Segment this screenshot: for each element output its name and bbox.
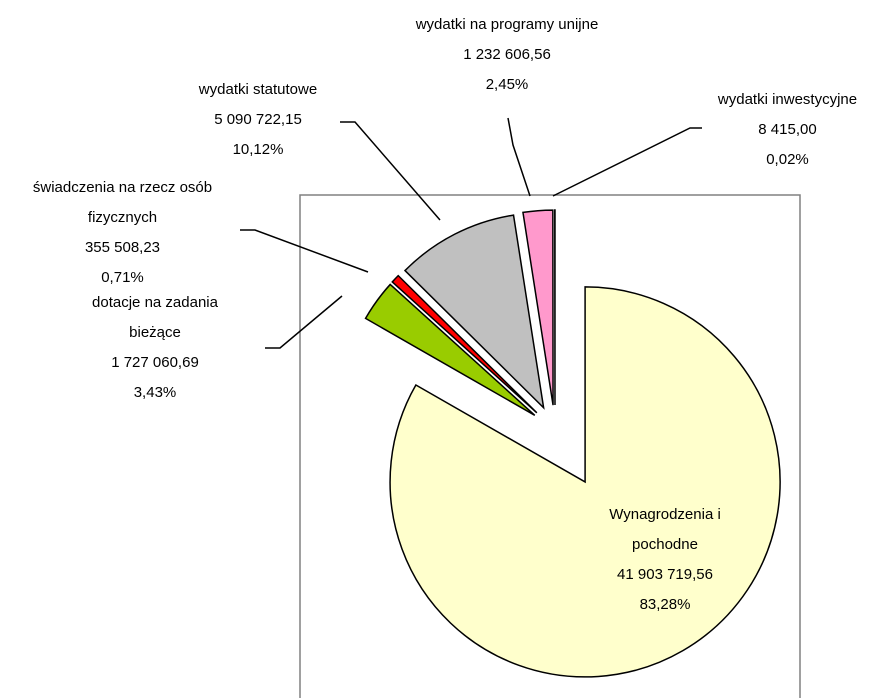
slice-label: wydatki inwestycyjne 8 415,00 0,02% [690, 85, 885, 175]
category-label: wydatki statutowe [198, 81, 318, 98]
slice-label: wydatki statutowe 5 090 722,15 10,12% [158, 75, 358, 165]
category-label: świadczenia na rzecz osób fizycznych [32, 179, 213, 226]
category-label: Wynagrodzenia i pochodne [609, 506, 721, 553]
value-label: 41 903 719,56 [617, 566, 713, 583]
leader-line [240, 229, 369, 273]
pie-slice [391, 274, 538, 414]
category-label: wydatki na programy unijne [415, 16, 599, 33]
percent-label: 83,28% [639, 596, 691, 613]
slice-label: świadczenia na rzecz osób fizycznych 355 … [0, 173, 245, 293]
percent-label: 10,12% [232, 141, 284, 158]
plot-frame [299, 194, 801, 698]
value-label: 8 415,00 [758, 121, 817, 138]
pie-slice [403, 214, 545, 410]
leader-line [507, 117, 531, 197]
leader-line [552, 127, 702, 197]
percent-label: 3,43% [133, 384, 177, 401]
pie-slice [389, 286, 781, 678]
percent-label: 0,71% [101, 269, 144, 286]
slice-label: wydatki na programy unijne 1 232 606,56 2,… [412, 10, 602, 100]
pie-slice [522, 209, 554, 406]
category-label: dotacje na zadania bieżące [92, 294, 218, 341]
leader-line [265, 295, 343, 349]
value-label: 355 508,23 [84, 239, 161, 256]
slice-label: Wynagrodzenia i pochodne 41 903 719,56 83,… [595, 500, 735, 620]
percent-label: 0,02% [766, 151, 809, 168]
value-label: 1 727 060,69 [111, 354, 199, 371]
leader-line [340, 121, 441, 221]
value-label: 1 232 606,56 [463, 46, 551, 63]
percent-label: 2,45% [485, 76, 529, 93]
category-label: wydatki inwestycyjne [717, 91, 858, 108]
pie-slice [364, 283, 536, 416]
value-label: 5 090 722,15 [214, 111, 302, 128]
slice-label: dotacje na zadania bieżące 1 727 060,69 3,… [75, 288, 235, 408]
